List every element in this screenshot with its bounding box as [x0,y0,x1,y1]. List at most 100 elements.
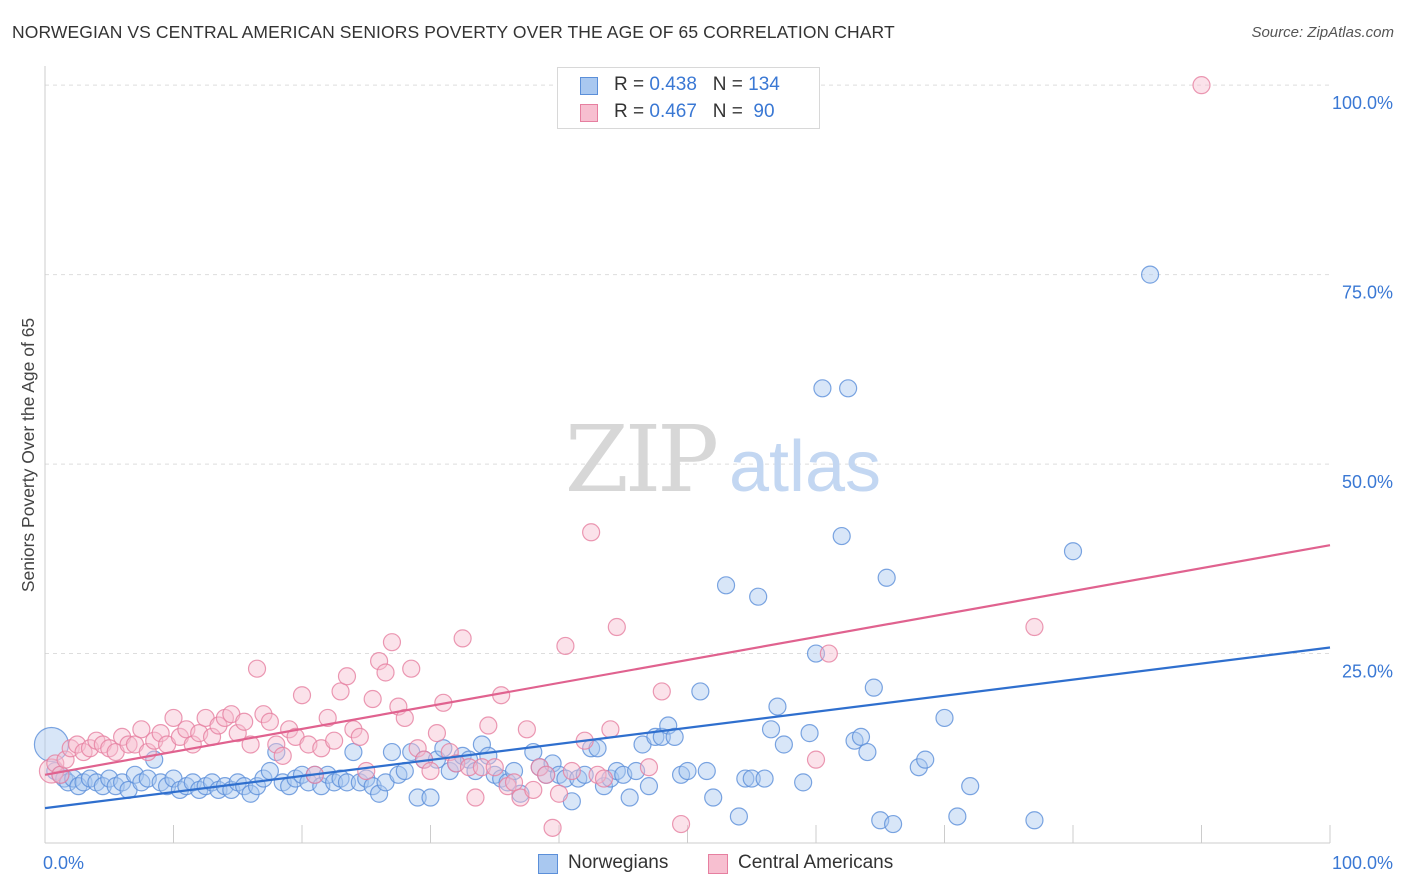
point-norwegians [254,769,273,788]
point-central-americans [556,636,575,656]
legend-r-value: 0.438 [649,74,697,95]
point-central-americans [241,735,260,754]
point-central-americans [459,758,479,777]
point-norwegians [704,788,723,807]
point-central-americans [472,758,491,777]
point-norwegians [806,644,826,663]
legend-label-central-americans: Central Americans [738,852,894,873]
point-norwegians [1063,542,1083,561]
legend-label-norwegians: Norwegians [568,852,669,873]
point-central-americans [247,659,267,678]
point-norwegians [839,379,858,398]
point-norwegians [382,742,402,762]
point-central-americans [235,712,254,731]
point-central-americans [530,758,549,777]
point-central-americans [273,746,292,765]
point-central-americans [382,633,402,652]
point-central-americans [819,644,838,663]
trend-lines [44,544,1331,810]
grid [45,84,1330,655]
point-central-americans [594,769,614,788]
point-norwegians [794,773,813,792]
point-norwegians [832,526,851,546]
legend-n-value: 134 [748,74,780,95]
legend-r-label: R = [614,101,650,122]
point-central-americans [370,652,389,671]
point-central-americans [479,716,498,735]
watermark-zip: ZIP [565,406,716,513]
legend-n-label: N = [712,101,749,122]
x-tick-label: 0.0% [43,853,84,873]
legend-swatch-pink [580,104,598,122]
legend-swatch-blue [538,854,558,874]
point-norwegians [877,568,896,587]
point-norwegians [344,742,363,762]
trend-line-norwegians [44,646,1331,810]
point-central-americans [228,724,247,743]
series-legend: Norwegians Central Americans [0,851,1406,879]
point-norwegians [639,777,659,796]
legend-swatch-blue [580,77,598,95]
point-central-americans [376,663,395,682]
point-norwegians [556,769,575,788]
point-norwegians [774,735,793,754]
point-central-americans [402,659,421,678]
point-central-americans [485,758,504,777]
point-central-americans [331,682,350,701]
point-norwegians [357,769,376,788]
point-central-americans [267,735,286,754]
point-central-americans [562,761,581,781]
point-central-americans [652,682,671,701]
data-points [33,76,1211,837]
point-central-americans [1192,76,1211,95]
point-central-americans [466,788,485,807]
point-central-americans [639,758,659,777]
correlation-legend: R = 0.438 N = 134 R = 0.467 N = 90 [557,67,820,129]
point-central-americans [517,720,536,739]
point-central-americans [260,712,279,731]
point-central-americans [806,750,826,769]
chart-title: NORWEGIAN VS CENTRAL AMERICAN SENIORS PO… [12,22,895,42]
y-tick-label: 100.0% [1332,93,1393,113]
point-central-americans [337,667,357,686]
point-norwegians [678,761,697,781]
point-central-americans [132,720,151,739]
point-norwegians [864,678,883,697]
point-central-americans [607,617,626,637]
point-norwegians [241,784,260,803]
point-norwegians [729,807,749,826]
point-norwegians [697,761,716,781]
point-norwegians [883,814,903,834]
point-central-americans [325,731,344,750]
legend-r-value: 0.467 [649,101,697,122]
legend-r-label: R = [614,74,650,95]
point-central-americans [51,765,70,784]
point-norwegians [440,761,459,781]
point-central-americans [427,724,447,743]
point-norwegians [395,761,414,781]
point-norwegians [813,379,832,398]
x-tick-label: 100.0% [1332,853,1393,873]
point-norwegians [948,807,967,826]
point-norwegians [716,576,736,595]
point-norwegians [337,773,357,792]
point-norwegians [768,697,787,716]
legend-n-label: N = [712,74,749,95]
point-central-americans [164,708,183,728]
point-central-americans [292,686,312,705]
y-tick-label: 75.0% [1342,283,1393,303]
point-central-americans [357,761,376,781]
tick-labels: 25.0% 50.0% 75.0% 100.0% 0.0% 100.0% [43,93,1393,873]
point-norwegians [755,769,774,788]
point-central-americans [344,720,363,739]
point-central-americans [151,724,170,743]
point-central-americans [543,818,562,837]
point-norwegians [961,777,980,796]
point-central-americans [254,705,273,724]
y-axis-label: Seniors Poverty Over the Age of 65 [18,318,38,592]
point-norwegians [800,724,819,743]
point-norwegians [408,788,427,807]
point-norwegians [916,750,935,769]
point-central-americans [504,773,524,792]
